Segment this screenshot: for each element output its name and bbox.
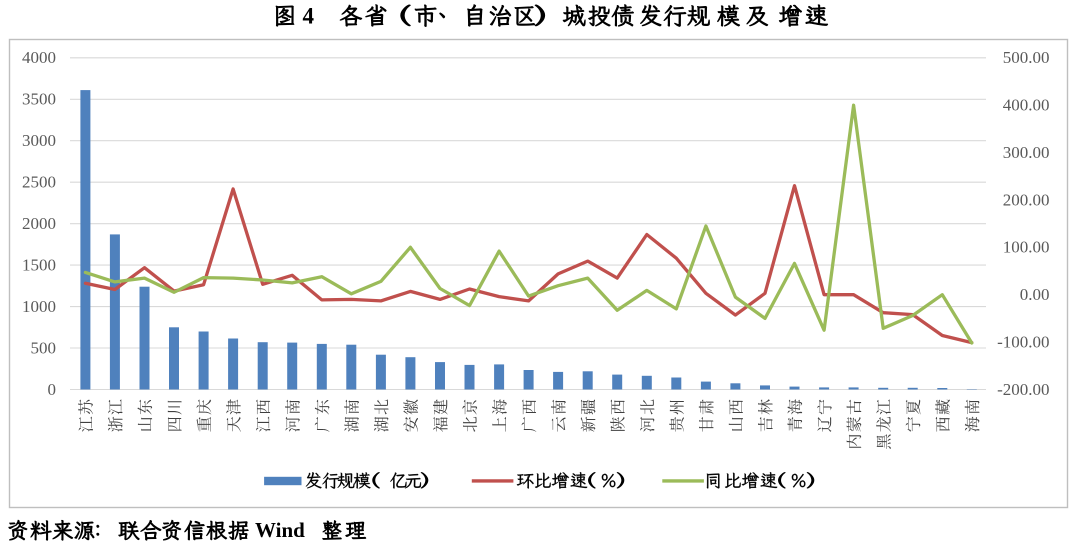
svg-text:-200.00: -200.00 [997, 380, 1049, 399]
svg-text:400.00: 400.00 [1003, 96, 1050, 115]
svg-text:3500: 3500 [22, 90, 56, 109]
svg-text:200.00: 200.00 [1003, 190, 1050, 209]
svg-text:0: 0 [48, 380, 57, 399]
svg-text:500.00: 500.00 [1003, 48, 1050, 67]
svg-text:4: 4 [303, 4, 315, 29]
svg-text:300.00: 300.00 [1003, 143, 1050, 162]
svg-text:2000: 2000 [22, 214, 56, 233]
svg-text:500: 500 [31, 338, 57, 357]
svg-text:100.00: 100.00 [1003, 238, 1050, 257]
svg-text:-100.00: -100.00 [997, 333, 1049, 352]
svg-text:1000: 1000 [22, 297, 56, 316]
svg-text:0.00: 0.00 [1020, 285, 1050, 304]
svg-text:2500: 2500 [22, 173, 56, 192]
svg-text:3000: 3000 [22, 131, 56, 150]
svg-text:1500: 1500 [22, 256, 56, 275]
svg-text:4000: 4000 [22, 48, 56, 67]
svg-text:Wind: Wind [255, 518, 305, 542]
